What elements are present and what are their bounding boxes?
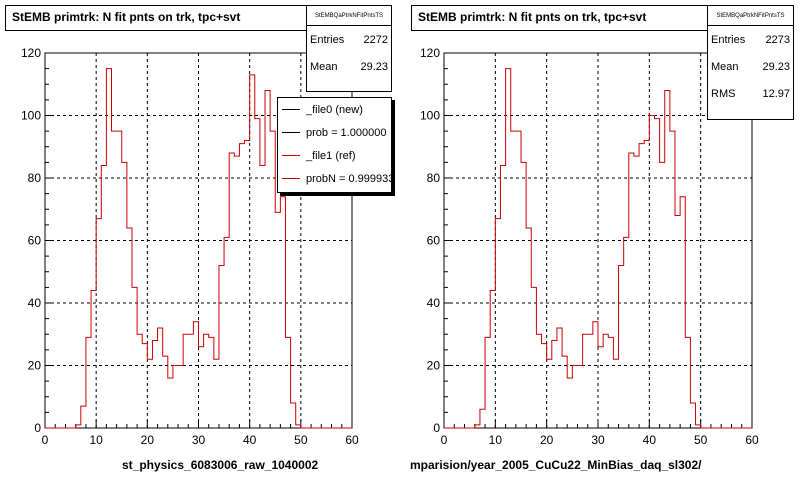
right-entries-value: 2273 <box>765 33 790 46</box>
left-legend: _file0 (new) prob = 1.000000 _file1 (ref… <box>277 97 392 193</box>
right-xtick-label-50: 50 <box>694 433 708 447</box>
left-xtick-label-30: 30 <box>192 433 206 447</box>
left-xtick-label-40: 40 <box>243 433 257 447</box>
right-ytick-label-60: 60 <box>427 234 441 248</box>
right-xtick-label-30: 30 <box>591 433 605 447</box>
left-stats-entries: Entries 2272 <box>307 26 391 53</box>
right-ytick-label-80: 80 <box>427 171 441 185</box>
left-ytick-label-40: 40 <box>28 296 42 310</box>
legend-label-file0: _file0 (new) <box>306 103 363 116</box>
legend-swatch-prob <box>282 132 300 133</box>
left-xtick-label-10: 10 <box>89 433 103 447</box>
right-ytick-label-40: 40 <box>427 296 441 310</box>
left-stats-name: StEMBQaPtrkNFitPntsTS <box>307 6 391 26</box>
right-ytick-label-120: 120 <box>420 46 440 60</box>
left-xtick-label-60: 60 <box>345 433 359 447</box>
left-xtick-label-20: 20 <box>141 433 155 447</box>
legend-swatch-file0 <box>282 109 300 110</box>
right-histogram-line <box>444 68 752 429</box>
right-ytick-label-100: 100 <box>420 109 440 123</box>
left-chart-title: StEMB primtrk: N fit pnts on trk, tpc+sv… <box>5 5 309 31</box>
legend-entry-probn: probN = 0.999933 <box>278 167 391 190</box>
right-xtick-label-0: 0 <box>441 433 448 447</box>
left-ytick-label-100: 100 <box>21 109 41 123</box>
right-rms-label: RMS <box>711 87 736 100</box>
left-xtick-label-50: 50 <box>294 433 308 447</box>
right-mean-label: Mean <box>711 60 739 73</box>
legend-label-probn: probN = 0.999933 <box>306 172 392 185</box>
legend-swatch-file1 <box>282 155 300 156</box>
left-ytick-label-20: 20 <box>28 359 42 373</box>
right-stats-mean: Mean 29.23 <box>708 53 793 80</box>
right-xtick-label-40: 40 <box>643 433 657 447</box>
right-ytick-label-0: 0 <box>433 421 440 435</box>
right-mean-value: 29.23 <box>762 60 790 73</box>
right-xtick-label-10: 10 <box>489 433 503 447</box>
right-stats-box: StEMBQaPtrkNFitPntsTS Entries 2273 Mean … <box>707 5 794 120</box>
right-ytick-label-20: 20 <box>427 359 441 373</box>
left-mean-label: Mean <box>310 60 338 73</box>
left-entries-value: 2272 <box>363 33 388 46</box>
left-ytick-label-80: 80 <box>28 171 42 185</box>
right-x-title: mparision/year_2005_CuCu22_MinBias_daq_s… <box>410 458 702 472</box>
left-xtick-label-0: 0 <box>42 433 49 447</box>
legend-entry-file1: _file1 (ref) <box>278 144 391 167</box>
legend-entry-file0: _file0 (new) <box>278 98 391 121</box>
right-entries-label: Entries <box>711 33 746 46</box>
legend-entry-prob: prob = 1.000000 <box>278 121 391 144</box>
left-stats-mean: Mean 29.23 <box>307 53 391 80</box>
right-stats-name: StEMBQaPtrkNFitPntsTS <box>708 6 793 26</box>
right-xtick-label-20: 20 <box>540 433 554 447</box>
right-stats-entries: Entries 2273 <box>708 26 793 53</box>
legend-label-file1: _file1 (ref) <box>306 149 356 162</box>
legend-swatch-probn <box>282 178 300 179</box>
left-x-title: st_physics_6083006_raw_1040002 <box>122 458 319 472</box>
legend-label-prob: prob = 1.000000 <box>306 126 387 139</box>
right-stats-rms: RMS 12.97 <box>708 80 793 107</box>
left-entries-label: Entries <box>310 33 345 46</box>
left-ytick-label-0: 0 <box>34 421 41 435</box>
right-rms-value: 12.97 <box>762 87 790 100</box>
left-ytick-label-60: 60 <box>28 234 42 248</box>
left-ytick-label-120: 120 <box>21 46 41 60</box>
right-chart-title: StEMB primtrk: N fit pnts on trk, tpc+sv… <box>411 5 709 31</box>
left-histogram-line <box>45 68 352 429</box>
left-stats-box: StEMBQaPtrkNFitPntsTS Entries 2272 Mean … <box>306 5 392 92</box>
right-xtick-label-60: 60 <box>745 433 759 447</box>
left-mean-value: 29.23 <box>360 60 388 73</box>
